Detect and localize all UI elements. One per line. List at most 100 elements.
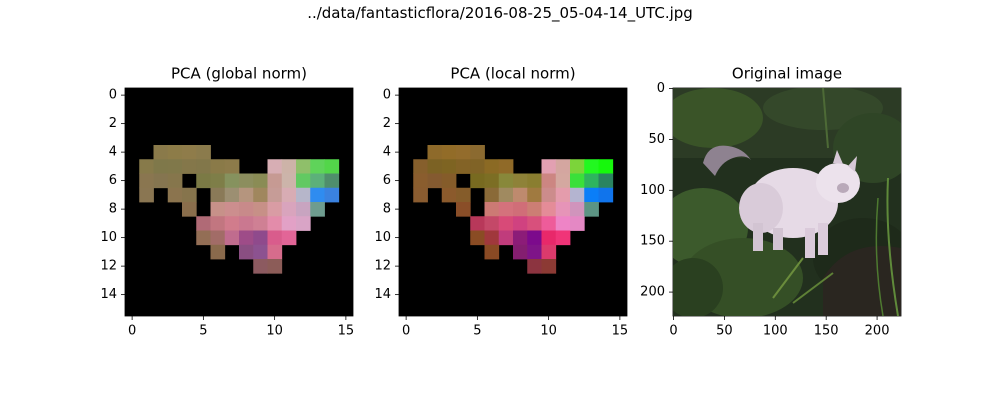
x-tick-label: 0 xyxy=(669,324,677,339)
axes-title: Original image xyxy=(732,65,842,83)
heatmap-cell xyxy=(224,173,240,189)
heatmap-cell xyxy=(456,159,471,174)
heatmap-cell xyxy=(196,230,211,246)
x-tick-label: 15 xyxy=(612,324,629,339)
heatmap-cell xyxy=(470,173,485,189)
y-tick-label: 2 xyxy=(383,116,391,131)
heatmap-cell xyxy=(253,216,268,231)
heatmap-cell xyxy=(484,159,500,174)
heatmap-cell xyxy=(470,159,485,174)
heatmap-cell xyxy=(598,159,614,174)
heatmap-cell xyxy=(196,173,211,189)
heatmap-cell xyxy=(570,187,585,203)
x-tick-label: 10 xyxy=(540,324,557,339)
heatmap-cell xyxy=(167,145,183,160)
heatmap-cell xyxy=(498,202,514,217)
heatmap-cell xyxy=(498,173,514,189)
heatmap-cell xyxy=(296,187,311,203)
heatmap-cell xyxy=(296,173,311,189)
heatmap-cell xyxy=(498,159,514,174)
heatmap-cell xyxy=(427,173,443,189)
heatmap-cell xyxy=(210,187,226,203)
heatmap-cell xyxy=(167,173,183,189)
heatmap-cell xyxy=(484,216,500,231)
heatmap-cell xyxy=(324,187,340,203)
heatmap-cell xyxy=(253,202,268,217)
heatmap-cell xyxy=(527,173,542,189)
heatmap-cell xyxy=(267,230,283,246)
heatmap-cell xyxy=(413,187,428,203)
y-tick-label: 0 xyxy=(109,88,117,103)
y-tick-label: 10 xyxy=(100,230,117,245)
heatmap-cell xyxy=(267,159,283,174)
heatmap-cell xyxy=(267,173,283,189)
heatmap-cell xyxy=(513,230,528,246)
heatmap-cell xyxy=(267,216,283,231)
heatmap-cell xyxy=(541,259,557,274)
heatmap-cell xyxy=(484,187,500,203)
x-tick-label: 200 xyxy=(865,324,890,339)
heatmap-cell xyxy=(584,173,599,189)
x-tick-label: 50 xyxy=(716,324,733,339)
y-tick-label: 12 xyxy=(100,259,117,274)
heatmap-cell xyxy=(139,187,154,203)
x-tick-label: 10 xyxy=(266,324,283,339)
y-tick-label: 6 xyxy=(109,173,117,188)
heatmap-cell xyxy=(281,173,297,189)
heatmap-cell xyxy=(182,145,197,160)
heatmap-cell xyxy=(267,244,283,260)
heatmap-cell xyxy=(239,230,254,246)
heatmap-cell xyxy=(513,202,528,217)
heatmap-cell xyxy=(541,173,557,189)
axes-title: PCA (global norm) xyxy=(171,65,307,83)
heatmap-cell xyxy=(541,202,557,217)
heatmap-cell xyxy=(413,159,428,174)
figure-suptitle: ../data/fantasticflora/2016-08-25_05-04-… xyxy=(307,4,693,22)
y-tick-label: 200 xyxy=(640,285,665,300)
heatmap-cell xyxy=(281,202,297,217)
heatmap-cell xyxy=(210,159,226,174)
heatmap-cell xyxy=(555,159,571,174)
heatmap-cell xyxy=(253,230,268,246)
heatmap-cell xyxy=(224,216,240,231)
heatmap-cell xyxy=(239,187,254,203)
heatmap-cell xyxy=(210,244,226,260)
heatmap-cell xyxy=(541,216,557,231)
heatmap-cell xyxy=(498,230,514,246)
heatmap-cell xyxy=(296,202,311,217)
heatmap-cell xyxy=(541,187,557,203)
y-tick-label: 0 xyxy=(383,88,391,103)
heatmap-cell xyxy=(427,159,443,174)
y-tick-label: 14 xyxy=(374,287,391,302)
heatmap-cell xyxy=(310,187,325,203)
heatmap-cell xyxy=(555,187,571,203)
heatmap-cell xyxy=(570,202,585,217)
heatmap-cell xyxy=(224,159,240,174)
y-tick-label: 2 xyxy=(109,116,117,131)
y-tick-label: 100 xyxy=(640,183,665,198)
heatmap-cell xyxy=(267,187,283,203)
heatmap-cell xyxy=(484,173,500,189)
heatmap-cell xyxy=(167,159,183,174)
heatmap-cell xyxy=(541,244,557,260)
heatmap-cell xyxy=(484,202,500,217)
heatmap-cell xyxy=(527,230,542,246)
heatmap-cell xyxy=(153,173,169,189)
heatmap-cell xyxy=(541,159,557,174)
heatmap-cell xyxy=(153,145,169,160)
y-tick-label: 6 xyxy=(383,173,391,188)
heatmap-cell xyxy=(484,230,500,246)
heatmap-cell xyxy=(281,187,297,203)
heatmap-cell xyxy=(555,173,571,189)
heatmap-cell xyxy=(224,230,240,246)
heatmap-cell xyxy=(513,244,528,260)
heatmap-cell xyxy=(541,230,557,246)
heatmap-cell xyxy=(441,187,457,203)
x-tick-label: 0 xyxy=(402,324,410,339)
heatmap-cell xyxy=(253,259,268,274)
y-tick-label: 8 xyxy=(109,202,117,217)
heatmap-cell xyxy=(498,216,514,231)
heatmap-cell xyxy=(139,173,154,189)
heatmap-cell xyxy=(584,159,599,174)
